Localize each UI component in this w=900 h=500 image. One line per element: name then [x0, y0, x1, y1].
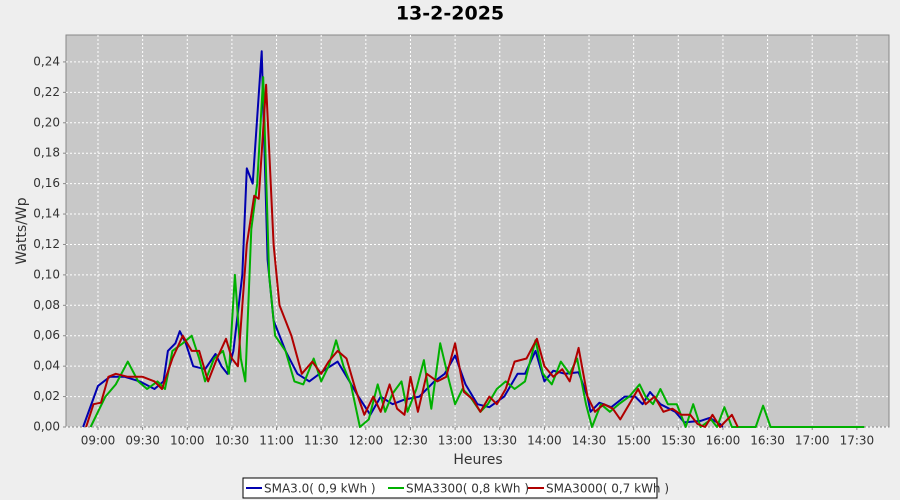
y-tick-label: 0,08 — [33, 298, 60, 312]
y-tick-label: 0,18 — [33, 146, 60, 160]
x-tick-label: 15:00 — [616, 434, 651, 448]
x-tick-label: 14:30 — [572, 434, 607, 448]
x-tick-label: 11:30 — [304, 434, 339, 448]
y-tick-label: 0,00 — [33, 420, 60, 434]
legend-label: SMA3000( 0,7 kWh ) — [546, 482, 669, 496]
legend — [242, 477, 658, 499]
x-tick-label: 14:00 — [527, 434, 562, 448]
x-tick-label: 09:00 — [81, 434, 116, 448]
y-tick-label: 0,06 — [33, 328, 60, 342]
y-tick-label: 0,22 — [33, 85, 60, 99]
y-tick-label: 0,24 — [33, 54, 60, 68]
y-tick-label: 0,02 — [33, 389, 60, 403]
x-tick-label: 16:30 — [750, 434, 785, 448]
x-tick-label: 16:00 — [706, 434, 741, 448]
legend-label: SMA3.0( 0,9 kWh ) — [264, 482, 376, 496]
y-tick-label: 0,16 — [33, 176, 60, 190]
x-tick-label: 15:30 — [661, 434, 696, 448]
y-tick-label: 0,12 — [33, 237, 60, 251]
series-line — [82, 50, 724, 428]
x-axis-label: Heures — [453, 452, 502, 468]
x-tick-label: 10:30 — [215, 434, 250, 448]
legend-label: SMA3300( 0,8 kWh ) — [406, 482, 529, 496]
x-tick-label: 10:00 — [170, 434, 205, 448]
series-line — [85, 83, 739, 428]
chart-title: 13-2-2025 — [396, 3, 504, 25]
x-tick-label: 13:00 — [438, 434, 473, 448]
x-tick-label: 12:00 — [349, 434, 384, 448]
y-tick-label: 0,10 — [33, 267, 60, 281]
x-tick-label: 12:30 — [393, 434, 428, 448]
x-tick-label: 11:00 — [259, 434, 294, 448]
x-tick-label: 17:00 — [795, 434, 830, 448]
y-tick-label: 0,20 — [33, 115, 60, 129]
y-tick-label: 0,04 — [33, 359, 60, 373]
x-tick-label: 09:30 — [125, 434, 160, 448]
x-tick-label: 13:30 — [482, 434, 517, 448]
x-tick-label: 17:30 — [840, 434, 875, 448]
y-tick-label: 0,14 — [33, 207, 60, 221]
y-axis-label: Watts/Wp — [14, 197, 30, 264]
plot-area — [65, 34, 890, 428]
